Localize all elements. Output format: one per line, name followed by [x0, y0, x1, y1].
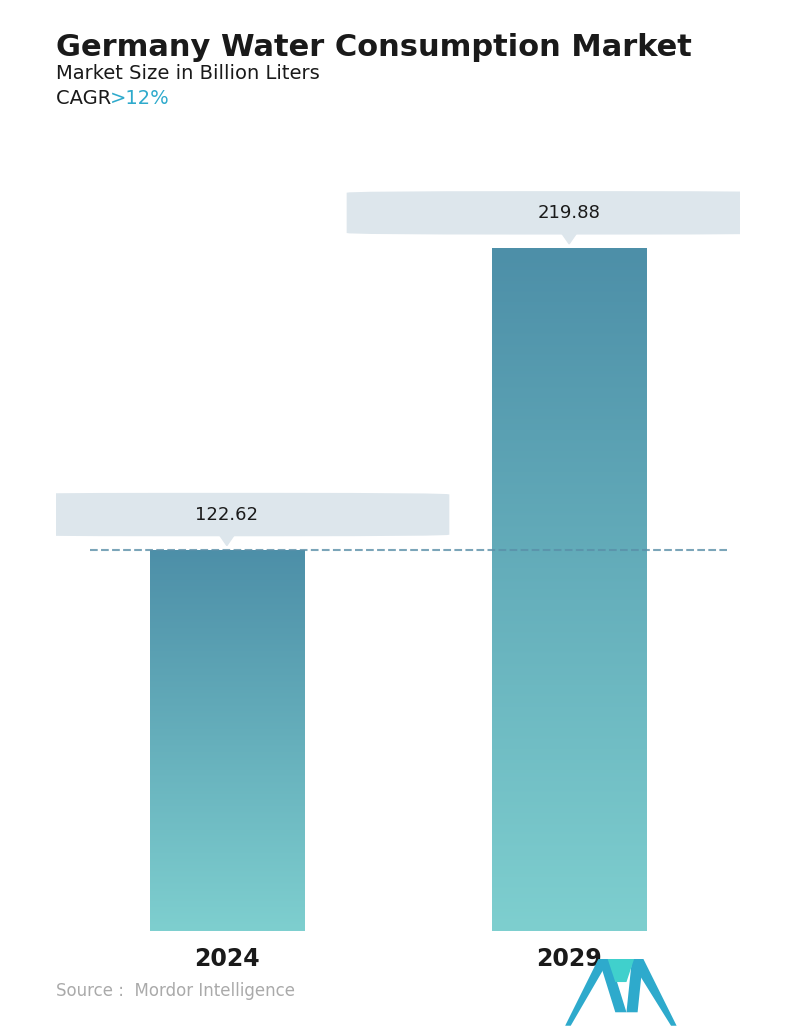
Polygon shape [632, 959, 677, 1026]
Polygon shape [599, 959, 626, 1012]
Text: Germany Water Consumption Market: Germany Water Consumption Market [56, 33, 692, 62]
Text: >12%: >12% [110, 89, 170, 108]
Text: CAGR: CAGR [56, 89, 117, 108]
Text: 122.62: 122.62 [195, 506, 259, 523]
Polygon shape [607, 959, 634, 982]
Text: Source :  Mordor Intelligence: Source : Mordor Intelligence [56, 982, 295, 1000]
FancyBboxPatch shape [4, 493, 450, 537]
Text: 219.88: 219.88 [538, 204, 600, 222]
Polygon shape [562, 233, 576, 244]
Polygon shape [626, 959, 643, 1012]
FancyBboxPatch shape [347, 191, 791, 235]
Polygon shape [220, 535, 234, 546]
Text: Market Size in Billion Liters: Market Size in Billion Liters [56, 64, 319, 83]
Polygon shape [565, 959, 610, 1026]
